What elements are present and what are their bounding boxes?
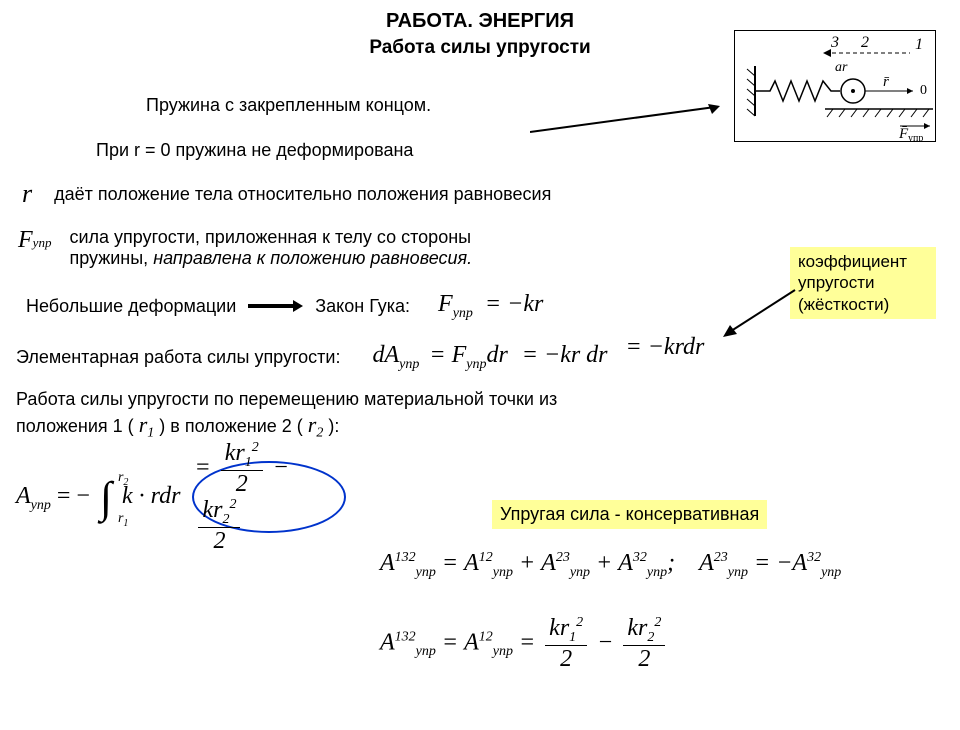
symbol-r: r (22, 179, 32, 209)
line-r0: При r = 0 пружина не деформирована (80, 140, 960, 161)
symbol-fupr: Fупр (18, 227, 51, 254)
circled-result: = kr12 2 − kr22 2 (192, 461, 346, 533)
formula-hooke: Fупр = −kr (438, 291, 543, 322)
line-fupr-def2: пружины, направлена к положению равновес… (69, 248, 472, 269)
label-elem-work: Элементарная работа силы упругости: (16, 347, 340, 368)
spring-svg: 3 2 1 ar r̄ 0 F̄ (735, 31, 935, 141)
svg-text:2: 2 (861, 34, 869, 51)
svg-text:1: 1 (915, 36, 923, 53)
line-pos1: положения 1 ( r1 ) в положение 2 ( r2 ): (16, 412, 339, 442)
formula-path-sum: A132упр = A12упр + A23упр + A32упр; A23у… (380, 550, 841, 581)
implies-arrow-icon (248, 301, 303, 311)
formula-integral: Aупр = − r2 ∫ r1 k · rdr (16, 480, 180, 515)
svg-text:3: 3 (830, 34, 839, 51)
box-conservative: Упругая сила - консервативная (492, 500, 767, 529)
line-work-move: Работа силы упругости по перемещению мат… (0, 389, 960, 410)
formula-final: A132упр = A12упр = kr12 2 − kr22 2 (380, 615, 669, 673)
arrow-from-k (720, 285, 800, 345)
formula-krdr2: = −krdr (626, 334, 705, 361)
line-r-definition: даёт положение тела относительно положен… (54, 184, 551, 205)
spring-diagram: 3 2 1 ar r̄ 0 F̄ (734, 30, 936, 142)
label-hooke: Закон Гука: (315, 296, 410, 317)
formula-elementary-work: dAупр = Fупрdr = −kr dr (372, 342, 607, 373)
line-fupr-def1: сила упругости, приложенная к телу со ст… (69, 227, 472, 248)
arrow-to-diagram (530, 102, 730, 142)
label-small-deform: Небольшие деформации (26, 296, 236, 317)
svg-text:0: 0 (920, 83, 927, 98)
box-stiffness: коэффициент упругости (жёсткости) (790, 247, 936, 319)
svg-text:r̄: r̄ (883, 74, 889, 90)
svg-text:упр: упр (908, 133, 923, 141)
svg-text:ar: ar (835, 60, 848, 75)
